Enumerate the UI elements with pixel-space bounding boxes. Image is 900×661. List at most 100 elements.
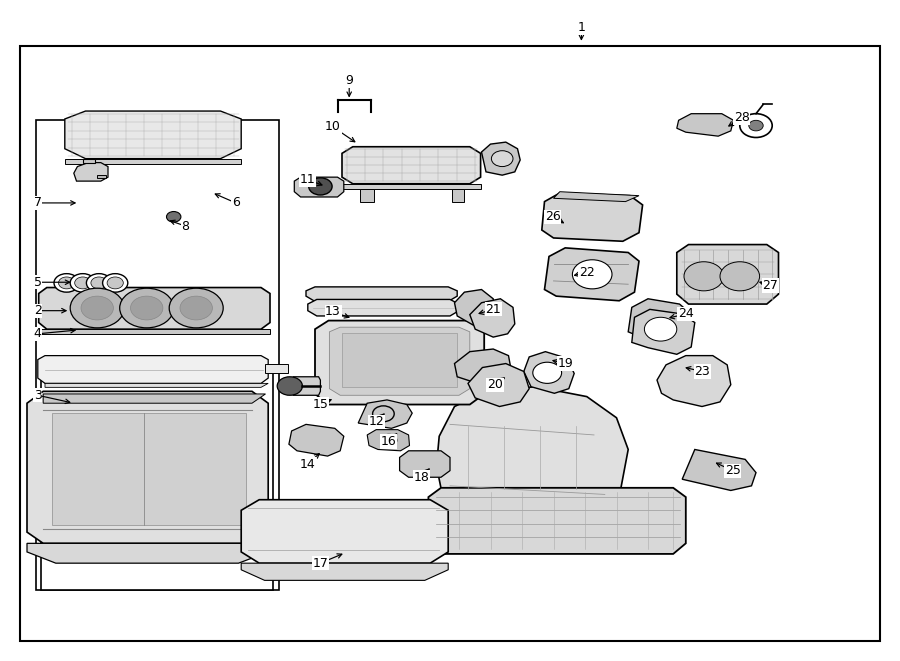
Circle shape	[81, 296, 113, 320]
Circle shape	[169, 288, 223, 328]
Polygon shape	[554, 192, 639, 202]
Polygon shape	[544, 248, 639, 301]
Text: 26: 26	[544, 210, 561, 223]
Polygon shape	[542, 193, 643, 241]
Polygon shape	[265, 364, 288, 373]
Polygon shape	[289, 424, 344, 456]
Text: 8: 8	[182, 219, 189, 233]
Text: 12: 12	[368, 415, 384, 428]
Circle shape	[58, 277, 75, 289]
Polygon shape	[454, 290, 495, 325]
Polygon shape	[315, 321, 484, 405]
Text: 14: 14	[300, 457, 316, 471]
Bar	[40, 368, 273, 590]
Polygon shape	[482, 142, 520, 175]
Polygon shape	[342, 147, 481, 184]
Circle shape	[572, 260, 612, 289]
Circle shape	[180, 296, 212, 320]
Circle shape	[70, 288, 124, 328]
Polygon shape	[39, 288, 270, 329]
Circle shape	[107, 277, 123, 289]
Text: 6: 6	[232, 196, 239, 210]
Text: 20: 20	[487, 378, 503, 391]
Polygon shape	[27, 391, 268, 543]
Polygon shape	[83, 159, 95, 163]
Polygon shape	[454, 349, 511, 385]
Polygon shape	[367, 430, 410, 451]
Circle shape	[130, 296, 163, 320]
Polygon shape	[308, 299, 459, 316]
Circle shape	[75, 277, 91, 289]
Text: 25: 25	[724, 464, 741, 477]
Text: 15: 15	[312, 398, 328, 411]
Polygon shape	[39, 329, 270, 334]
Polygon shape	[241, 500, 448, 563]
Circle shape	[749, 120, 763, 131]
Text: 24: 24	[678, 307, 694, 321]
Text: 16: 16	[381, 435, 397, 448]
Polygon shape	[306, 287, 457, 301]
Polygon shape	[43, 394, 266, 403]
Polygon shape	[524, 352, 574, 393]
Polygon shape	[38, 356, 268, 383]
Text: 19: 19	[557, 357, 573, 370]
Polygon shape	[632, 309, 695, 354]
Text: 22: 22	[579, 266, 595, 279]
Text: 10: 10	[325, 120, 341, 134]
Polygon shape	[682, 449, 756, 490]
Circle shape	[120, 288, 174, 328]
Circle shape	[533, 362, 562, 383]
Text: 28: 28	[734, 111, 750, 124]
Polygon shape	[657, 356, 731, 407]
Polygon shape	[329, 327, 470, 395]
Polygon shape	[470, 299, 515, 337]
Polygon shape	[294, 177, 344, 197]
Polygon shape	[452, 189, 464, 202]
Polygon shape	[97, 175, 106, 178]
Circle shape	[70, 274, 95, 292]
Text: 4: 4	[34, 327, 41, 340]
Text: 7: 7	[34, 196, 41, 210]
Polygon shape	[27, 543, 268, 563]
Polygon shape	[74, 163, 108, 181]
Text: 5: 5	[34, 276, 41, 289]
Circle shape	[491, 151, 513, 167]
Text: 21: 21	[485, 303, 501, 316]
Circle shape	[309, 178, 332, 195]
Bar	[36, 120, 279, 590]
Circle shape	[86, 274, 112, 292]
Polygon shape	[65, 159, 241, 164]
Text: 11: 11	[300, 173, 316, 186]
Text: 2: 2	[34, 304, 41, 317]
Circle shape	[277, 377, 302, 395]
Text: 3: 3	[34, 389, 41, 402]
Text: 18: 18	[413, 471, 429, 484]
Text: 23: 23	[694, 365, 710, 378]
Polygon shape	[677, 114, 733, 136]
Polygon shape	[65, 111, 241, 159]
Polygon shape	[291, 377, 320, 395]
Polygon shape	[428, 488, 686, 554]
Text: 17: 17	[312, 557, 328, 570]
Text: 27: 27	[762, 279, 778, 292]
Circle shape	[103, 274, 128, 292]
Text: 1: 1	[578, 21, 585, 34]
Polygon shape	[342, 333, 457, 387]
Text: 9: 9	[346, 74, 353, 87]
Polygon shape	[360, 189, 373, 202]
Circle shape	[91, 277, 107, 289]
Circle shape	[166, 212, 181, 222]
Text: 13: 13	[325, 305, 341, 319]
Polygon shape	[677, 245, 778, 304]
Polygon shape	[436, 387, 628, 506]
Polygon shape	[342, 184, 481, 189]
Polygon shape	[400, 451, 450, 477]
Circle shape	[644, 317, 677, 341]
Circle shape	[54, 274, 79, 292]
Polygon shape	[358, 400, 412, 428]
Circle shape	[684, 262, 724, 291]
Polygon shape	[468, 364, 529, 407]
Circle shape	[720, 262, 760, 291]
Polygon shape	[241, 563, 448, 580]
Polygon shape	[628, 299, 691, 345]
